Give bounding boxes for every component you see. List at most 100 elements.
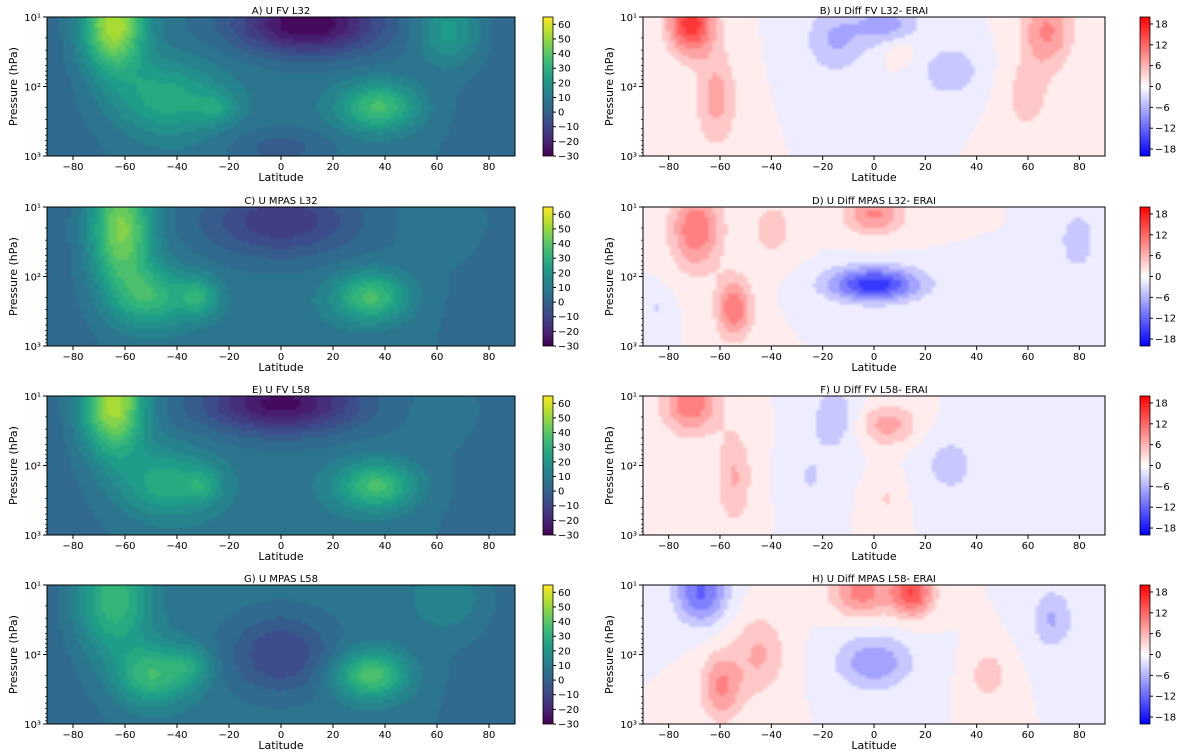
y-tick-label: 10³ — [24, 531, 41, 542]
colorbar-tick-label: 30 — [558, 632, 571, 643]
x-tick-label: −20 — [218, 730, 239, 741]
x-tick-label: 60 — [431, 541, 444, 552]
y-tick-label: 10² — [620, 651, 637, 662]
x-tick-label: 80 — [483, 541, 496, 552]
x-tick-label: −40 — [761, 541, 782, 552]
colorbar-tick-label: 18 — [1155, 398, 1168, 409]
x-tick-label: 60 — [1022, 352, 1035, 363]
contour-field — [47, 207, 515, 346]
x-tick-label: 60 — [431, 162, 444, 173]
x-axis-label: Latitude — [851, 361, 897, 374]
colorbar-tick-label: 60 — [558, 399, 571, 410]
panel-d: D) U Diff MPAS L32- ERAI−80 −60 −40 −20 0 20 4… — [603, 196, 1176, 374]
panel-title: F) U Diff FV L58- ERAI — [820, 385, 927, 396]
colorbar-tick-label: 60 — [558, 210, 571, 221]
x-tick-label: 0 — [278, 730, 284, 741]
colorbar-tick-label: 0 — [1155, 82, 1161, 93]
y-tick-label: 10³ — [620, 531, 637, 542]
x-tick-label: 60 — [431, 352, 444, 363]
y-tick-label: 10² — [620, 273, 637, 284]
colorbar-tick-label: −10 — [558, 122, 579, 133]
contour-field — [643, 585, 1105, 724]
colorbar-tick-label: 0 — [558, 108, 564, 119]
colorbar — [1139, 584, 1151, 725]
x-tick-label: 0 — [278, 162, 284, 173]
panel-title: E) U FV L58 — [252, 385, 310, 396]
colorbar-tick-label: 12 — [1155, 40, 1168, 51]
x-tick-label: −20 — [812, 730, 833, 741]
y-tick-label: 10¹ — [24, 392, 41, 403]
x-tick-label: −20 — [812, 162, 833, 173]
x-tick-label: −60 — [114, 352, 135, 363]
x-tick-label: 80 — [483, 162, 496, 173]
y-tick-label: 10³ — [620, 342, 637, 353]
colorbar-tick-label: 40 — [558, 428, 571, 439]
colorbar-tick-label: 20 — [558, 78, 571, 89]
colorbar-tick-label: −10 — [558, 690, 579, 701]
colorbar — [1139, 395, 1151, 536]
panel-title: C) U MPAS L32 — [244, 196, 317, 207]
y-tick-label: 10² — [24, 83, 41, 94]
contour-field — [643, 396, 1105, 535]
y-axis-label: Pressure (hPa) — [603, 615, 616, 694]
colorbar-tick-label: 18 — [1155, 209, 1168, 220]
x-tick-label: 80 — [483, 730, 496, 741]
x-tick-label: −40 — [166, 162, 187, 173]
x-tick-label: 40 — [970, 541, 983, 552]
x-tick-label: −60 — [114, 162, 135, 173]
x-tick-label: 0 — [871, 162, 877, 173]
contour-field — [47, 17, 515, 156]
contour-field — [643, 17, 1105, 156]
colorbar — [1139, 16, 1151, 157]
colorbar-tick-label: −18 — [1155, 713, 1176, 724]
colorbar-tick-label: −12 — [1155, 124, 1176, 135]
panel-a: A) U FV L32 −80 −60 −40 −20 0 20 40 60 80 Latitude… — [7, 6, 579, 184]
panel-title: G) U MPAS L58 — [244, 574, 318, 585]
y-tick-label: 10³ — [24, 720, 41, 731]
x-tick-label: 20 — [327, 541, 340, 552]
x-tick-label: 80 — [1073, 352, 1086, 363]
x-tick-label: 60 — [1022, 162, 1035, 173]
x-tick-label: −60 — [709, 730, 730, 741]
x-tick-label: 80 — [483, 352, 496, 363]
colorbar-tick-label: 20 — [558, 457, 571, 468]
y-axis-label: Pressure (hPa) — [603, 237, 616, 316]
colorbar-tick-label: −20 — [558, 516, 579, 527]
colorbar-tick-label: 0 — [558, 676, 564, 687]
panel-g: G) U MPAS L58 −80 −60 −40 −20 0 20 40 60 80 Latitu… — [7, 574, 579, 752]
x-tick-label: 20 — [919, 352, 932, 363]
x-tick-label: −80 — [62, 352, 83, 363]
colorbar-tick-label: 12 — [1155, 419, 1168, 430]
colorbar — [542, 584, 554, 725]
colorbar-tick-label: −6 — [1155, 482, 1170, 493]
x-tick-label: −60 — [709, 162, 730, 173]
x-axis-label: Latitude — [851, 550, 897, 563]
colorbar-tick-label: −12 — [1155, 692, 1176, 703]
x-tick-label: 80 — [1073, 162, 1086, 173]
colorbar-tick-label: 6 — [1155, 251, 1161, 262]
colorbar-tick-label: 0 — [558, 487, 564, 498]
y-tick-label: 10¹ — [24, 581, 41, 592]
y-tick-label: 10² — [620, 462, 637, 473]
x-tick-label: 40 — [379, 352, 392, 363]
colorbar-tick-label: 20 — [558, 646, 571, 657]
x-axis-label: Latitude — [851, 739, 897, 752]
colorbar-tick-label: 30 — [558, 443, 571, 454]
x-tick-label: 0 — [278, 352, 284, 363]
x-tick-label: 60 — [1022, 730, 1035, 741]
y-tick-label: 10¹ — [620, 203, 637, 214]
x-tick-label: −80 — [62, 162, 83, 173]
colorbar-tick-label: −6 — [1155, 671, 1170, 682]
x-tick-label: 0 — [871, 541, 877, 552]
colorbar-tick-label: −30 — [558, 342, 579, 353]
y-tick-label: 10³ — [24, 152, 41, 163]
colorbar-tick-label: 0 — [1155, 272, 1161, 283]
colorbar-tick-label: −30 — [558, 152, 579, 163]
y-axis-label: Pressure (hPa) — [603, 426, 616, 505]
colorbar-tick-label: −18 — [1155, 145, 1176, 156]
x-tick-label: −20 — [218, 162, 239, 173]
y-tick-label: 10¹ — [620, 581, 637, 592]
contour-field — [643, 207, 1105, 346]
x-tick-label: −40 — [166, 730, 187, 741]
panel-b: B) U Diff FV L32- ERAI−80 −60 −40 −20 0 20 40 6… — [603, 6, 1176, 184]
